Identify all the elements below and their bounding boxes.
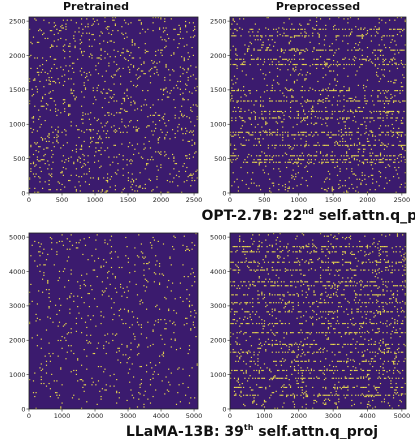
y-tick-label: 1000: [210, 121, 227, 129]
y-tick-label: 2500: [9, 17, 26, 25]
x-tick-label: 5000: [186, 412, 203, 420]
x-tick-label: 1500: [120, 196, 137, 204]
y-tick-label: 1000: [9, 121, 26, 129]
heatmap-opt-preprocessed: 0 500 1000 1500 2000 2500 0 500 1000 1500 2000 2500: [210, 16, 411, 204]
heatmap-background: [29, 233, 198, 409]
heatmap-active-cells: [29, 233, 198, 409]
column-title-pretrained: Pretrained: [63, 0, 129, 13]
row-caption-opt-sup: nd: [302, 207, 314, 216]
y-tick-label: 1000: [9, 371, 26, 379]
y-tick-label: 2000: [210, 337, 227, 345]
y-tick-label: 4000: [9, 268, 26, 276]
row-caption-llama-model: LLaMA-13B: 39: [126, 424, 244, 439]
row-caption-llama-rest: self.attn.q_proj: [253, 424, 378, 439]
row-caption-opt-rest: self.attn.q_proj: [314, 208, 415, 224]
heatmap-frame: [229, 16, 407, 194]
y-tick-label: 2500: [210, 17, 227, 25]
row-caption-opt-model: OPT-2.7B: 22: [202, 208, 303, 224]
y-tick-label: 2000: [210, 52, 227, 60]
x-tick-label: 2000: [359, 196, 376, 204]
x-tick-label: 1000: [87, 196, 104, 204]
x-tick-label: 2000: [290, 412, 307, 420]
y-tick-label: 2000: [9, 337, 26, 345]
heatmap-llama-preprocessed: 0 1000 2000 3000 4000 5000 0 1000 2000 3000 4000 50…: [210, 232, 411, 420]
y-tick-label: 0: [21, 189, 25, 197]
y-tick-label: 5000: [210, 233, 227, 241]
y-tick-label: 4000: [210, 268, 227, 276]
x-tick-label: 3000: [120, 412, 137, 420]
x-tick-label: 500: [258, 196, 270, 204]
y-tick-label: 0: [222, 405, 226, 413]
y-tick-label: 500: [13, 155, 25, 163]
x-tick-label: 4000: [359, 412, 376, 420]
heatmap-opt-pretrained: 0 500 1000 1500 2000 2500 0 500 1000 1500 2000 2500: [9, 16, 203, 204]
x-tick-label: 2500: [186, 196, 203, 204]
y-tick-label: 3000: [9, 302, 26, 310]
heatmap-background: [230, 17, 406, 193]
x-tick-label: 2000: [87, 412, 104, 420]
heatmap-active-cells: [29, 17, 198, 193]
x-tick-label: 0: [27, 412, 31, 420]
column-title-preprocessed: Preprocessed: [276, 0, 360, 13]
x-tick-label: 1500: [325, 196, 342, 204]
heatmap-frame: [28, 232, 199, 410]
y-tick-label: 500: [214, 155, 226, 163]
y-tick-label: 1500: [210, 86, 227, 94]
x-tick-label: 1000: [54, 412, 71, 420]
x-tick-label: 0: [27, 196, 31, 204]
x-tick-label: 0: [228, 412, 232, 420]
x-tick-label: 2500: [394, 196, 411, 204]
x-tick-label: 3000: [325, 412, 342, 420]
x-tick-label: 1000: [290, 196, 307, 204]
heatmap-active-cells: [230, 17, 406, 193]
y-tick-label: 0: [222, 189, 226, 197]
y-tick-label: 1500: [9, 86, 26, 94]
row-caption-llama-sup: th: [244, 423, 254, 432]
x-tick-label: 4000: [153, 412, 170, 420]
heatmap-frame: [28, 16, 199, 194]
y-tick-label: 3000: [210, 302, 227, 310]
y-tick-label: 0: [21, 405, 25, 413]
y-tick-label: 1000: [210, 371, 227, 379]
heatmap-frame: [229, 232, 407, 410]
row-caption-llama: LLaMA-13B: 39th self.attn.q_proj: [126, 423, 378, 439]
x-tick-label: 500: [56, 196, 68, 204]
row-caption-opt: OPT-2.7B: 22nd self.attn.q_proj: [202, 207, 415, 224]
y-tick-label: 2000: [9, 52, 26, 60]
x-tick-label: 5000: [394, 412, 411, 420]
heatmap-background: [29, 17, 198, 193]
x-tick-label: 0: [228, 196, 232, 204]
heatmap-active-cells: [230, 233, 406, 409]
heatmap-llama-pretrained: 0 1000 2000 3000 4000 5000 0 1000 2000 3000 4000 50…: [9, 232, 203, 420]
y-tick-label: 5000: [9, 233, 26, 241]
x-tick-label: 1000: [256, 412, 273, 420]
x-tick-label: 2000: [153, 196, 170, 204]
